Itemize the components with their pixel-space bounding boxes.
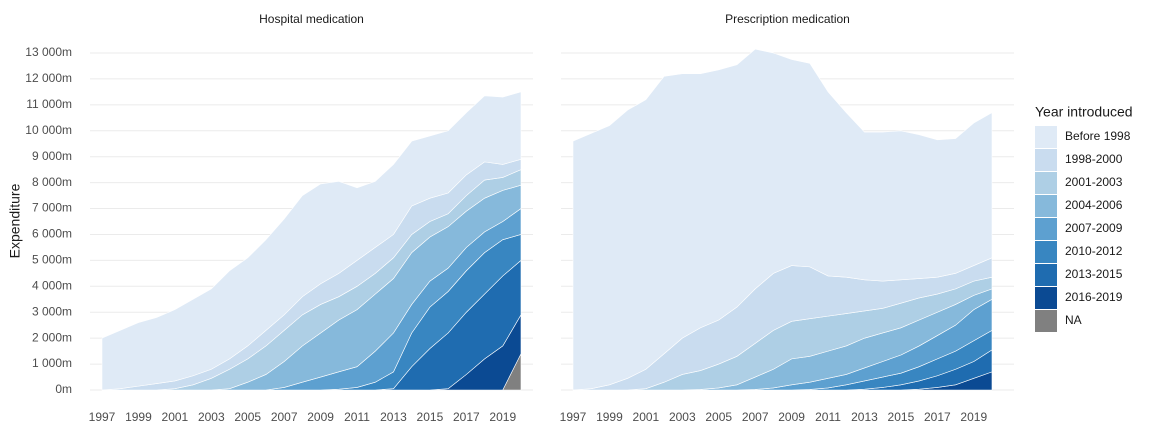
y-tick-label: 13 000m <box>25 45 72 59</box>
legend-label: 2001-2003 <box>1065 175 1123 189</box>
x-tick-label: 2013 <box>380 410 407 424</box>
y-tick-label: 12 000m <box>25 71 72 85</box>
legend-key <box>1035 149 1057 171</box>
x-tick-label: 2017 <box>453 410 480 424</box>
legend-key <box>1035 241 1057 263</box>
y-axis-title: Expenditure <box>7 183 23 258</box>
y-tick-label: 3 000m <box>32 304 72 318</box>
legend-key <box>1035 172 1057 194</box>
x-tick-label: 2015 <box>888 410 915 424</box>
x-tick-label: 2003 <box>669 410 696 424</box>
panel-areas <box>572 48 993 391</box>
x-tick-label: 1997 <box>89 410 116 424</box>
x-tick-label: 2015 <box>417 410 444 424</box>
legend-key <box>1035 195 1057 217</box>
x-tick-label: 2001 <box>162 410 189 424</box>
legend-title: Year introduced <box>1035 104 1133 120</box>
y-tick-label: 7 000m <box>32 201 72 215</box>
y-tick-label: 2 000m <box>32 330 72 344</box>
legend-label: NA <box>1065 313 1082 327</box>
legend-key <box>1035 310 1057 332</box>
panel-areas <box>101 91 522 391</box>
y-tick-label: 9 000m <box>32 149 72 163</box>
panel-title: Prescription medication <box>725 12 850 26</box>
x-tick-label: 2005 <box>234 410 261 424</box>
x-tick-label: 1999 <box>125 410 152 424</box>
y-tick-label: 5 000m <box>32 253 72 267</box>
y-tick-label: 8 000m <box>32 175 72 189</box>
area <box>101 91 522 391</box>
x-tick-label: 1997 <box>560 410 587 424</box>
x-tick-label: 2017 <box>924 410 951 424</box>
x-tick-label: 2013 <box>851 410 878 424</box>
y-tick-label: 11 000m <box>26 97 72 111</box>
x-tick-label: 2011 <box>815 410 841 424</box>
x-tick-label: 2003 <box>198 410 225 424</box>
area <box>572 48 993 391</box>
x-tick-label: 2005 <box>705 410 732 424</box>
legend-label: 2004-2006 <box>1065 198 1123 212</box>
x-tick-label: 2009 <box>778 410 805 424</box>
legend-label: 2016-2019 <box>1065 290 1123 304</box>
x-tick-label: 2011 <box>344 410 370 424</box>
x-tick-label: 2019 <box>489 410 516 424</box>
x-tick-label: 2009 <box>307 410 334 424</box>
legend-key <box>1035 126 1057 148</box>
legend-label: 1998-2000 <box>1065 152 1123 166</box>
x-tick-label: 2001 <box>633 410 660 424</box>
x-tick-label: 2007 <box>742 410 769 424</box>
legend-label: 2007-2009 <box>1065 221 1123 235</box>
y-tick-label: 1 000m <box>32 356 72 370</box>
legend-key <box>1035 287 1057 309</box>
y-tick-label: 10 000m <box>25 123 72 137</box>
legend-label: 2013-2015 <box>1065 267 1123 281</box>
x-tick-label: 2019 <box>960 410 987 424</box>
legend-label: 2010-2012 <box>1065 244 1123 258</box>
y-tick-label: 6 000m <box>32 227 72 241</box>
x-tick-label: 2007 <box>271 410 298 424</box>
legend-key <box>1035 218 1057 240</box>
x-tick-label: 1999 <box>596 410 623 424</box>
legend-label: Before 1998 <box>1065 129 1131 143</box>
y-tick-label: 4 000m <box>32 278 72 292</box>
legend-key <box>1035 264 1057 286</box>
y-tick-label: 0m <box>55 382 72 396</box>
panel-title: Hospital medication <box>259 12 364 26</box>
